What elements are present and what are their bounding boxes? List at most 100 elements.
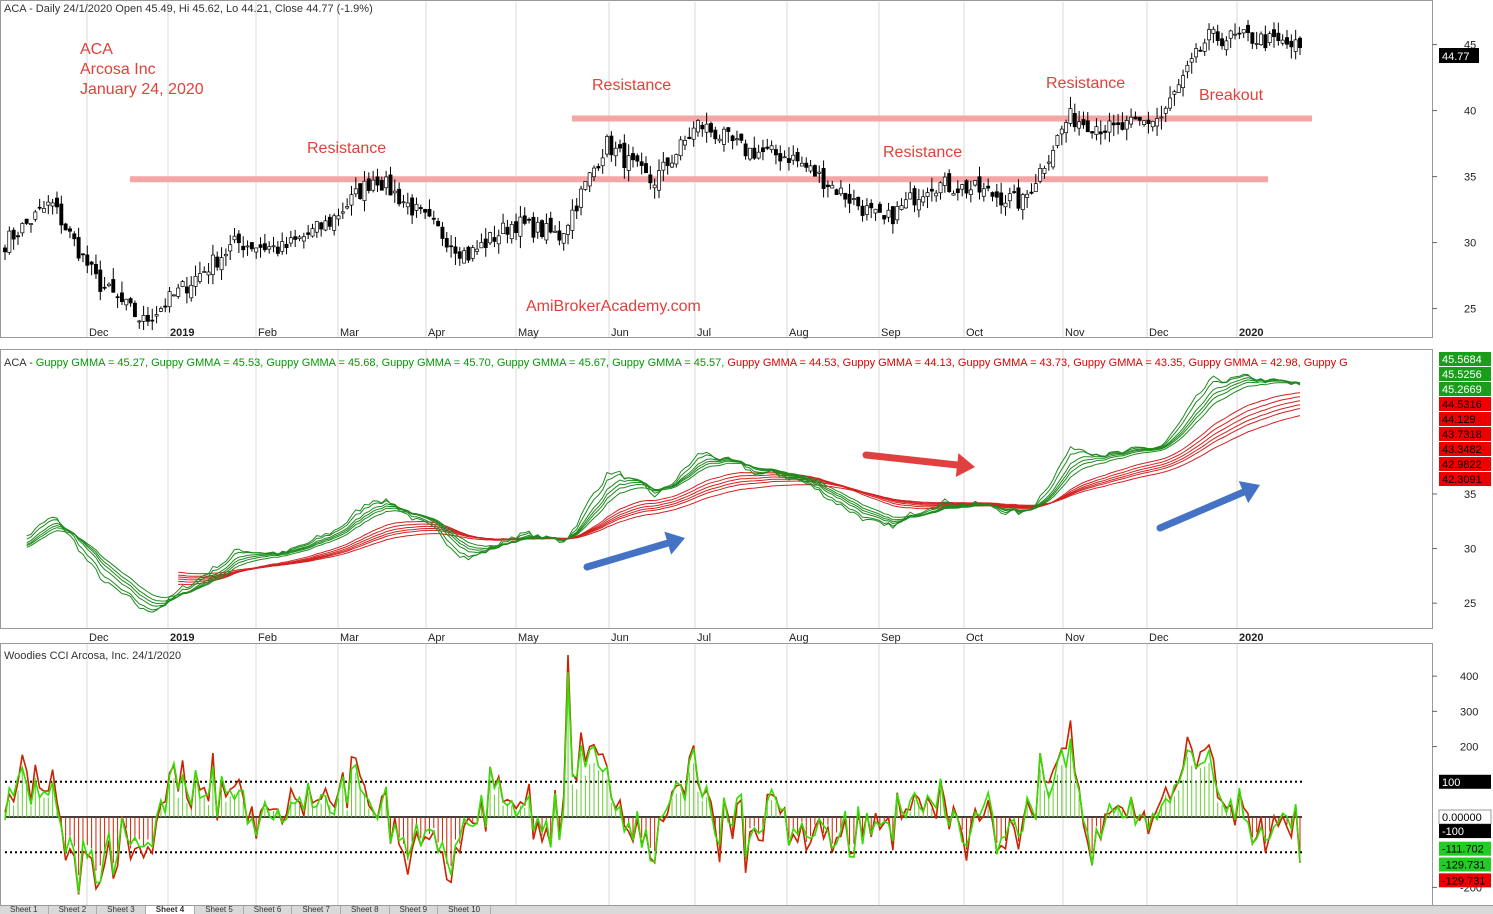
candle-body [340, 211, 345, 214]
month-tick-label: May [518, 632, 539, 644]
candle-body [704, 123, 709, 133]
candle-body [661, 161, 666, 171]
month-tick-label: 2020 [1239, 632, 1263, 644]
candle-body [219, 257, 224, 271]
sheet-tab[interactable]: Sheet 4 [145, 906, 196, 914]
sheet-tab[interactable]: Sheet 5 [195, 906, 244, 914]
candle-body [180, 281, 185, 287]
candle-body [1181, 75, 1186, 88]
candle-body [531, 216, 536, 238]
candle-body [812, 165, 817, 177]
candle-body [232, 235, 237, 241]
gmma-value-tag [1439, 367, 1491, 381]
price-pane[interactable] [3, 19, 1312, 331]
gmma-value-tag-label: 45.5684 [1442, 354, 1482, 366]
candle-body [1003, 202, 1008, 208]
gmma-pane[interactable] [26, 373, 1301, 613]
month-tick-label: 2020 [1239, 327, 1263, 339]
candle-body [843, 192, 848, 200]
candle-body [362, 180, 367, 202]
gmma-long-line [178, 396, 1301, 583]
candle-body [462, 250, 467, 264]
candle-body [405, 202, 410, 208]
sheet-tab[interactable]: Sheet 8 [341, 906, 390, 914]
candle-body [89, 261, 94, 265]
candle-body [1211, 28, 1216, 34]
candle-body [76, 237, 81, 259]
candle-body [548, 217, 553, 233]
gmma-value-tags: 45.5684 45.5256 45.2669 44.5316 44.129 43.731… [1439, 352, 1491, 486]
candle-body [518, 216, 523, 237]
candle-body [735, 138, 739, 141]
candle-body [7, 230, 12, 253]
candle-body [1189, 58, 1194, 63]
candle-body [986, 185, 991, 189]
candle-body [267, 246, 272, 250]
candle-body [717, 138, 722, 142]
candle-body [449, 245, 454, 248]
cci-y-tick-label: 300 [1460, 706, 1478, 718]
candle-body [414, 203, 419, 211]
cci-value-tag-label: -111.702 [1442, 844, 1484, 856]
candle-body [375, 176, 380, 186]
candle-body [137, 320, 142, 323]
sheet-tab[interactable]: Sheet 1 [0, 906, 49, 914]
candle-body [782, 156, 787, 159]
svg-text:44.77: 44.77 [1442, 51, 1470, 63]
candle-body [245, 245, 250, 248]
candle-body [427, 208, 432, 217]
candle-body [769, 145, 774, 150]
candle-body [119, 292, 124, 303]
candle-body [1038, 168, 1043, 182]
sheet-tab[interactable]: Sheet 9 [390, 906, 439, 914]
candle-body [942, 176, 947, 186]
candle-body [1107, 120, 1112, 133]
candle-body [903, 199, 908, 209]
candle-body [925, 192, 930, 197]
candle-body [1198, 49, 1203, 52]
candle-body [765, 146, 770, 149]
candle-body [1012, 191, 1017, 193]
candle-body [29, 223, 33, 225]
candle-body [388, 174, 393, 196]
candle-body [1280, 39, 1285, 44]
candle-body [1033, 183, 1038, 192]
cci-value-tag-label: 100 [1442, 777, 1460, 789]
candle-body [1155, 118, 1160, 127]
gmma-legend-entry: Guppy GMMA = 44.13, [843, 357, 958, 369]
sheet-tab[interactable]: Sheet 6 [244, 906, 293, 914]
gmma-y-tick-label: 25 [1464, 598, 1476, 610]
candle-body [994, 191, 999, 198]
sheet-tab[interactable]: Sheet 7 [292, 906, 341, 914]
candle-body [371, 179, 376, 191]
cci-value-tag [1439, 824, 1491, 839]
candle-body [609, 135, 614, 156]
candle-body [990, 192, 995, 197]
candle-body [1020, 194, 1025, 210]
candle-body [228, 244, 233, 252]
candle-body [981, 188, 986, 197]
cci-pane[interactable] [4, 654, 1302, 895]
sheet-tab[interactable]: Sheet 3 [97, 906, 146, 914]
trend-arrow-shaft [583, 539, 672, 571]
gmma-legend: ACA - Guppy GMMA = 45.27, Guppy GMMA = 4… [4, 357, 1348, 369]
gmma-value-tag [1439, 382, 1491, 396]
month-tick-label: Oct [966, 327, 983, 339]
gmma-legend-entry: Guppy GMMA = 45.70, [382, 357, 497, 369]
candle-body [418, 207, 423, 210]
gmma-long-line [178, 404, 1301, 579]
candle-body [1285, 37, 1289, 45]
candle-body [1068, 108, 1073, 124]
breakout-label: Breakout [1199, 87, 1264, 104]
candle-body [241, 245, 246, 251]
candle-body [817, 171, 822, 174]
sheet-tab[interactable]: Sheet 2 [49, 906, 98, 914]
sheet-tabs[interactable]: Sheet 1 Sheet 2 Sheet 3 Sheet 4 Sheet 5 Sheet… [0, 905, 1493, 914]
sheet-tab[interactable]: Sheet 10 [438, 906, 492, 914]
trend-arrow-head [955, 453, 975, 477]
candle-body [1116, 122, 1121, 125]
candle-body [605, 136, 609, 155]
candle-body [808, 165, 813, 172]
candle-body [505, 226, 510, 235]
